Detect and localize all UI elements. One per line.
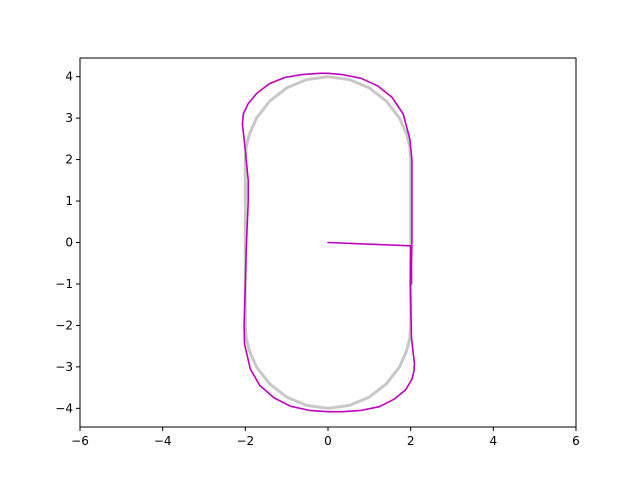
x-tick-label: 2 [407,434,415,448]
y-tick-label: −1 [55,277,73,291]
y-tick-label: −3 [55,360,73,374]
y-tick-label: 3 [65,111,73,125]
y-tick-label: 2 [65,153,73,167]
y-tick-label: 1 [65,194,73,208]
series-line-reference [243,75,413,410]
x-tick-label: 0 [324,434,332,448]
x-tick-label: −4 [154,434,172,448]
series-line-trajectory [241,72,416,413]
x-axis: −6 −4 −2 0 2 4 6 [71,427,580,448]
y-tick-label: −4 [55,401,73,415]
y-tick-label: −2 [55,318,73,332]
x-tick-label: −6 [71,434,89,448]
x-tick-label: −2 [236,434,254,448]
y-axis: −4 −3 −2 −1 0 1 2 3 4 [55,70,80,415]
x-tick-label: 4 [490,434,498,448]
y-tick-label: 4 [65,70,73,84]
plot-area [241,72,416,413]
y-tick-label: 0 [65,236,73,250]
x-tick-label: 6 [572,434,580,448]
